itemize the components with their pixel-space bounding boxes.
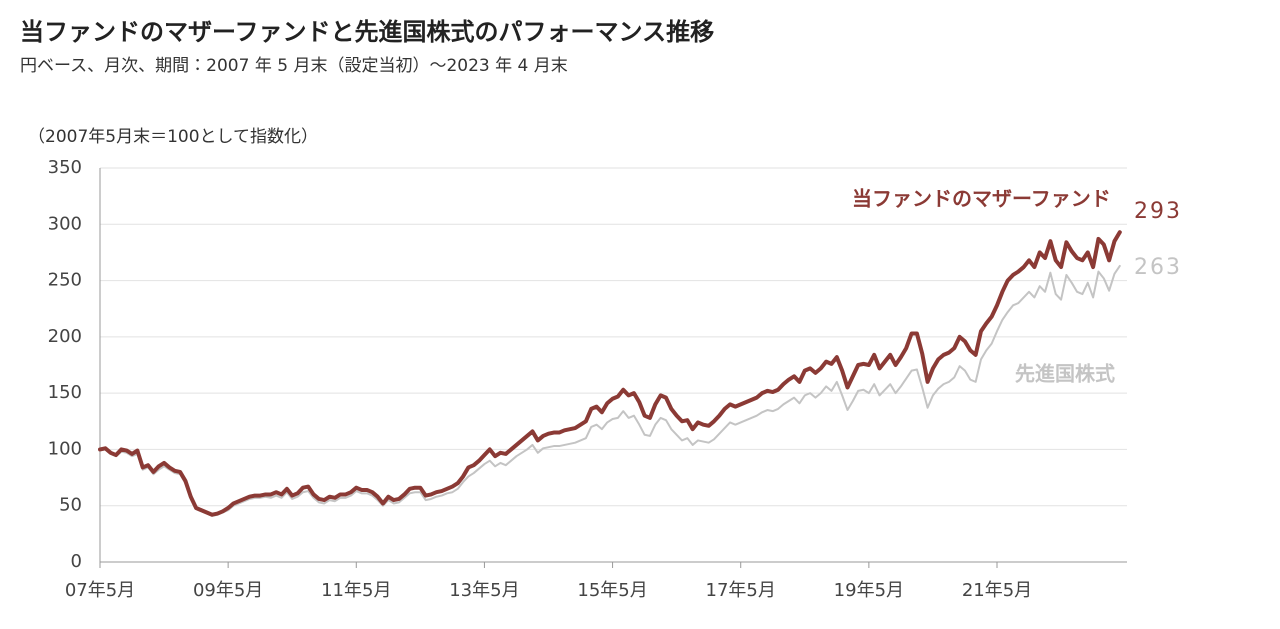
y-axis-label: （2007年5月末＝100として指数化） [28, 127, 318, 147]
end-value-label: 293 [1134, 199, 1182, 224]
chart-title: 当ファンドのマザーファンドと先進国株式のパフォーマンス推移 [20, 18, 714, 46]
x-tick-label: 07年5月 [65, 580, 135, 601]
series-label: 先進国株式 [1015, 362, 1115, 386]
x-tick-label: 19年5月 [834, 580, 904, 601]
chart-subtitle: 円ベース、月次、期間：2007 年 5 月末（設定当初）～2023 年 4 月末 [20, 56, 568, 76]
y-tick-label: 0 [71, 551, 82, 572]
y-tick-label: 350 [48, 157, 82, 178]
x-tick-label: 17年5月 [706, 580, 776, 601]
line-series [99, 264, 1121, 517]
x-tick-label: 21年5月 [962, 580, 1032, 601]
x-tick-label: 15年5月 [577, 580, 647, 601]
end-value-label: 263 [1134, 255, 1182, 280]
x-tick-label: 09年5月 [193, 580, 263, 601]
x-tick-label: 13年5月 [449, 580, 519, 601]
x-tick-label: 11年5月 [321, 580, 391, 601]
y-tick-label: 150 [48, 382, 82, 403]
y-tick-label: 50 [59, 495, 82, 516]
y-tick-label: 200 [48, 326, 82, 347]
y-tick-label: 300 [48, 213, 82, 234]
y-tick-label: 250 [48, 270, 82, 291]
series-label: 当ファンドのマザーファンド [852, 187, 1111, 211]
y-tick-label: 100 [48, 438, 82, 459]
line-series [98, 230, 1122, 517]
